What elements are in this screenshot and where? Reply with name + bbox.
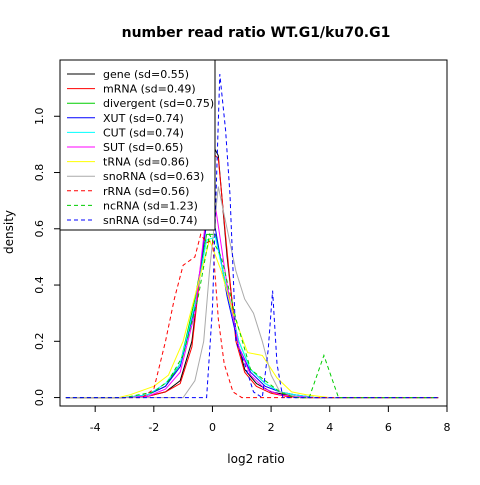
legend-entry-label: snRNA (sd=0.74) [103,214,198,227]
series-line [65,205,439,399]
y-tick-label: 0.6 [33,220,46,238]
series-line [65,233,439,399]
x-axis-label: log2 ratio [227,452,284,466]
x-axis: -4 -2 0 2 4 6 8 [90,406,451,434]
legend-entry-label: ncRNA (sd=1.23) [103,199,198,212]
y-tick-label: 0.2 [33,333,46,351]
legend-entry-label: gene (sd=0.55) [103,68,189,81]
legend: gene (sd=0.55) mRNA (sd=0.49)divergent (s… [59,59,216,231]
x-tick-label: 4 [326,421,333,434]
legend-entry-label: CUT (sd=0.74) [103,126,184,139]
legend-entry-label: snoRNA (sd=0.63) [103,170,204,183]
y-axis: 0.0 0.2 0.4 0.6 0.8 1.0 [33,108,60,407]
x-tick-label: -4 [90,421,101,434]
legend-entry-label: tRNA (sd=0.86) [103,156,189,169]
legend-entry-label: SUT (sd=0.65) [103,141,183,154]
legend-entry-label: divergent (sd=0.75) [103,97,214,110]
y-axis-label: density [2,210,16,254]
x-tick-label: 2 [268,421,275,434]
y-tick-label: 1.0 [33,108,46,126]
legend-entry-label: rRNA (sd=0.56) [103,185,189,198]
x-tick-label: -2 [148,421,159,434]
series-line [65,238,439,399]
y-tick-label: 0.4 [33,276,46,294]
chart-title: number read ratio WT.G1/ku70.G1 [122,25,391,41]
legend-entry-label: XUT (sd=0.74) [103,112,184,125]
x-tick-label: 6 [385,421,392,434]
x-tick-label: 0 [209,421,216,434]
x-tick-label: 8 [444,421,451,434]
plot-frame [59,59,448,407]
series-line [65,232,439,399]
y-tick-label: 0.0 [33,389,46,407]
series-line [65,151,439,399]
series-layer [65,74,439,399]
y-tick-label: 0.8 [33,164,46,182]
legend-entry-label: mRNA (sd=0.49) [103,83,196,96]
